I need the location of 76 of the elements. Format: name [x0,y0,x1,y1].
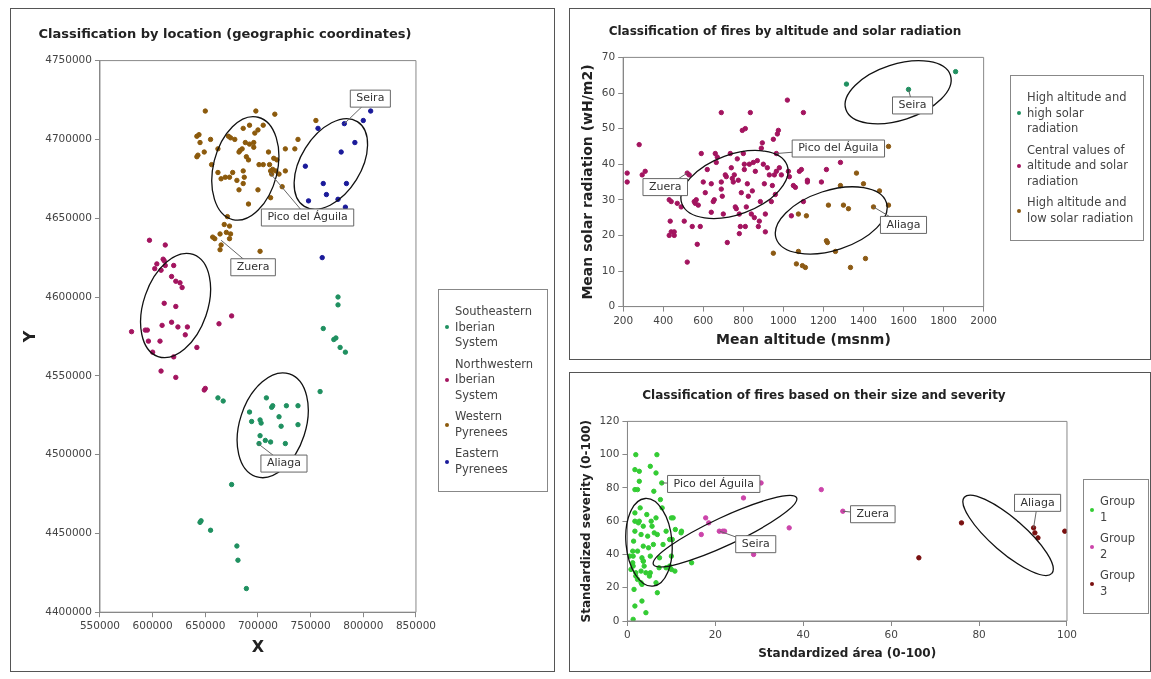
legend-label: Group 3 [1100,568,1136,600]
y-tick-label: 100 [599,447,620,460]
x-tick-label: 80 [972,628,986,641]
annotation: Aliaga [886,217,921,231]
y-tick-label: 0 [608,299,616,312]
y-tick-label: 50 [601,121,616,134]
y-tick-label: 70 [601,50,616,63]
y-tick-label: 4550000 [45,368,92,381]
x-tick-label: 400 [653,313,674,326]
x-tick-label: 850000 [395,619,437,632]
y-tick-label: 20 [601,228,616,241]
annotation: Aliaga [1020,495,1055,509]
y-axis-title: Standardized severity (0-100) [579,419,594,623]
annotation: Pico del Águila [673,476,754,490]
x-tick-label: 1200 [810,313,837,326]
y-tick-label: 4400000 [45,604,92,617]
x-tick-label: 40 [796,628,810,641]
annotation: Seira [898,98,927,112]
legend-label: Southeastern Iberian System [455,304,533,351]
y-tick-label: 20 [606,580,620,593]
x-tick-label: 600 [693,313,714,326]
y-tick-label: 4750000 [45,53,92,66]
y-tick-label: 40 [601,156,616,169]
chart-title: Classification by location (geographic coordinates) [38,26,412,42]
annotation: Seira [741,537,770,551]
y-tick-label: 4450000 [45,526,92,539]
x-tick-label: 200 [613,313,634,326]
legend-label: Central values of altitude and solar radiation [1027,142,1130,190]
x-tick-label: 1000 [770,313,797,326]
y-tick-label: 60 [601,85,616,98]
x-tick-label: 100 [1056,628,1077,641]
annotation: Aliaga [266,456,302,470]
y-tick-label: 120 [599,414,620,427]
x-tick-label: 0 [624,628,631,641]
x-axis-title: Standardized área (0-100) [758,645,937,660]
annotation: Zuera [648,179,682,193]
y-axis-title: Y [19,330,39,344]
x-tick-label: 650000 [185,619,226,632]
chart-title: Classification of fires by altitude and solar radiation [608,24,962,39]
y-tick-label: 4650000 [45,210,92,223]
y-tick-label: 4600000 [45,289,92,302]
chart-title: Classification of fires based on their size and severity [642,388,1006,403]
y-tick-label: 40 [606,547,620,560]
x-tick-label: 20 [708,628,723,641]
x-tick-label: 1800 [930,313,957,326]
annotation: Zuera [236,260,270,274]
annotation: Zuera [856,507,890,521]
x-tick-label: 700000 [237,619,279,632]
legend-label: Group 1 [1100,494,1136,526]
y-tick-label: 10 [601,263,616,276]
annotation: Pico del Águila [798,141,879,155]
x-tick-label: 2000 [970,313,998,326]
legend-label: High altitude and low solar radiation [1027,195,1135,227]
legend-label: Western Pyrenees [455,409,509,441]
x-tick-label: 800 [733,313,754,326]
x-axis-title: X [251,636,265,656]
annotation: Seira [356,91,385,105]
y-axis-title: Mean solar radiation (wH/m2) [579,64,596,300]
y-tick-label: 80 [606,480,620,493]
annotation: Pico del Águila [267,210,348,224]
x-tick-label: 550000 [79,619,121,632]
y-tick-label: 4500000 [45,447,92,460]
x-tick-label: 800000 [343,619,384,632]
y-tick-label: 60 [606,513,620,526]
x-tick-label: 1400 [850,313,877,326]
x-tick-label: 1600 [890,313,917,326]
y-tick-label: 30 [601,192,616,205]
x-axis-title: Mean altitude (msnm) [716,331,891,348]
legend-label: High altitude and high solar radiation [1027,90,1128,137]
x-tick-label: 750000 [290,619,331,632]
legend-label: Eastern Pyrenees [455,446,509,478]
legend-label: Group 2 [1100,531,1136,563]
legend-label: Northwestern Iberian System [455,356,535,404]
x-tick-label: 60 [884,628,898,641]
y-tick-label: 4700000 [45,132,92,145]
x-tick-label: 600000 [132,619,173,632]
